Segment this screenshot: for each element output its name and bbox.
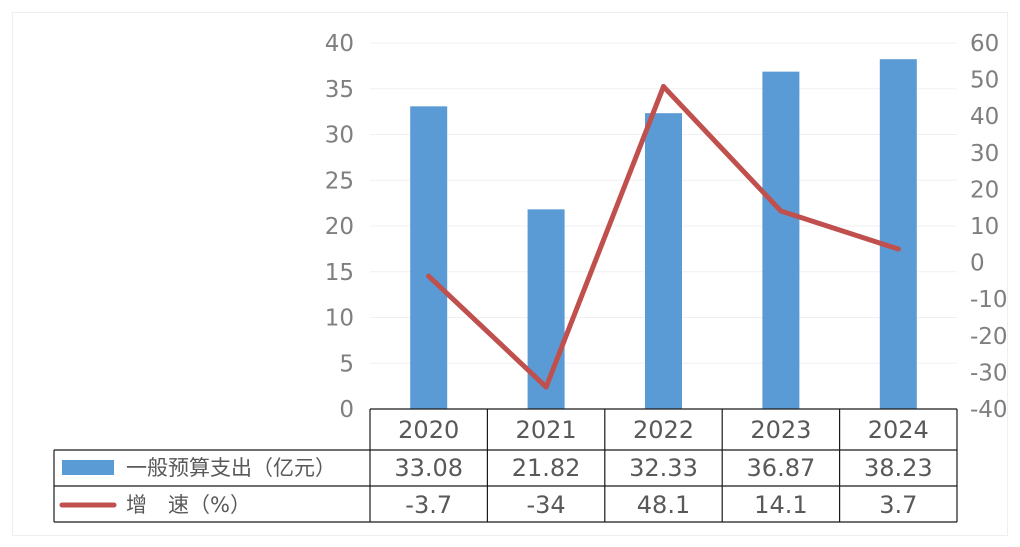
y-left-tick-label: 40 bbox=[325, 31, 354, 57]
data-label: 32.33 bbox=[629, 454, 698, 482]
legend-label: 一般预算支出（亿元） bbox=[126, 456, 336, 480]
line-point bbox=[543, 384, 549, 390]
y-left-tick-label: 10 bbox=[325, 306, 354, 332]
x-tick-label: 2022 bbox=[633, 416, 694, 444]
x-tick-label: 2024 bbox=[868, 416, 929, 444]
y-right-tick-label: 20 bbox=[970, 177, 999, 203]
bar bbox=[762, 71, 800, 410]
y-right-tick-label: 30 bbox=[970, 141, 999, 167]
y-left-tick-label: 35 bbox=[325, 77, 354, 103]
y-right-tick-label: -20 bbox=[970, 324, 1008, 350]
y-left-tick-label: 25 bbox=[325, 168, 354, 194]
data-label: 38.23 bbox=[864, 454, 933, 482]
line-point bbox=[895, 246, 901, 252]
data-label: -3.7 bbox=[405, 491, 452, 519]
data-label: 14.1 bbox=[754, 491, 807, 519]
y-left-tick-label: 0 bbox=[339, 397, 354, 423]
chart-frame bbox=[12, 12, 1008, 536]
y-right-tick-label: 60 bbox=[970, 31, 999, 57]
y-left-tick-label: 30 bbox=[325, 123, 354, 149]
y-right-tick-label: -40 bbox=[970, 397, 1008, 423]
x-tick-label: 2020 bbox=[398, 416, 459, 444]
bar bbox=[645, 113, 682, 410]
x-tick-label: 2023 bbox=[750, 416, 811, 444]
bar bbox=[879, 59, 917, 410]
legend-bar-swatch bbox=[62, 460, 114, 475]
data-label: 48.1 bbox=[637, 491, 690, 519]
data-label: 33.08 bbox=[394, 454, 463, 482]
y-left-tick-label: 5 bbox=[339, 351, 354, 377]
bar bbox=[410, 106, 448, 410]
y-right-tick-label: 40 bbox=[970, 104, 999, 130]
legend-label: 增 速（%） bbox=[126, 493, 251, 517]
bar bbox=[527, 209, 565, 409]
y-right-tick-label: 50 bbox=[970, 68, 999, 94]
y-left-tick-label: 20 bbox=[325, 214, 354, 240]
data-label: -34 bbox=[526, 491, 565, 519]
y-right-tick-label: -10 bbox=[970, 287, 1008, 313]
line-point bbox=[661, 84, 666, 90]
y-right-tick-label: 10 bbox=[970, 214, 999, 240]
data-label: 3.7 bbox=[879, 491, 917, 519]
data-label: 21.82 bbox=[512, 454, 581, 482]
y-right-tick-label: -30 bbox=[970, 360, 1008, 386]
line-point bbox=[426, 273, 432, 279]
x-tick-label: 2021 bbox=[516, 416, 577, 444]
y-right-tick-label: 0 bbox=[970, 251, 985, 277]
y-left-tick-label: 15 bbox=[325, 260, 354, 286]
data-label: 36.87 bbox=[747, 454, 816, 482]
line-point bbox=[778, 208, 784, 214]
